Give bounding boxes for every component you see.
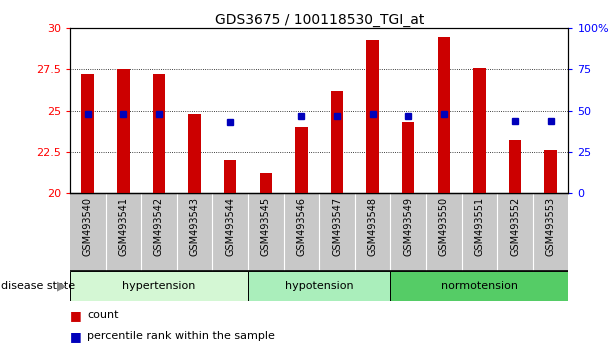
Text: GSM493546: GSM493546 [296, 197, 306, 256]
Text: disease state: disease state [1, 281, 75, 291]
Text: ■: ■ [70, 330, 81, 343]
Title: GDS3675 / 100118530_TGI_at: GDS3675 / 100118530_TGI_at [215, 13, 424, 27]
Text: GSM493551: GSM493551 [474, 197, 485, 256]
Bar [70, 271, 248, 301]
Text: count: count [87, 310, 119, 320]
Bar [295, 127, 308, 193]
Bar [544, 150, 557, 193]
Text: GSM493550: GSM493550 [439, 197, 449, 256]
Bar [331, 91, 344, 193]
Text: GSM493543: GSM493543 [190, 197, 199, 256]
Text: GSM493548: GSM493548 [368, 197, 378, 256]
Bar [81, 74, 94, 193]
Text: hypotension: hypotension [285, 281, 353, 291]
Text: GSM493552: GSM493552 [510, 197, 520, 256]
Bar [473, 68, 486, 193]
Text: GSM493545: GSM493545 [261, 197, 271, 256]
Bar [509, 140, 521, 193]
Text: ▶: ▶ [57, 279, 67, 292]
Text: GSM493553: GSM493553 [545, 197, 556, 256]
Text: GSM493540: GSM493540 [83, 197, 93, 256]
Bar [188, 114, 201, 193]
Bar [224, 160, 237, 193]
Bar [248, 271, 390, 301]
Text: GSM493549: GSM493549 [403, 197, 413, 256]
Text: GSM493547: GSM493547 [332, 197, 342, 256]
Bar [438, 36, 450, 193]
Text: normotension: normotension [441, 281, 518, 291]
Text: GSM493544: GSM493544 [225, 197, 235, 256]
Text: hypertension: hypertension [122, 281, 196, 291]
Text: percentile rank within the sample: percentile rank within the sample [87, 331, 275, 341]
Bar [390, 271, 568, 301]
Bar [117, 69, 130, 193]
Text: GSM493541: GSM493541 [119, 197, 128, 256]
Text: ■: ■ [70, 309, 81, 321]
Bar [153, 74, 165, 193]
Bar [260, 173, 272, 193]
Text: GSM493542: GSM493542 [154, 197, 164, 256]
Bar [402, 122, 415, 193]
Bar [367, 40, 379, 193]
